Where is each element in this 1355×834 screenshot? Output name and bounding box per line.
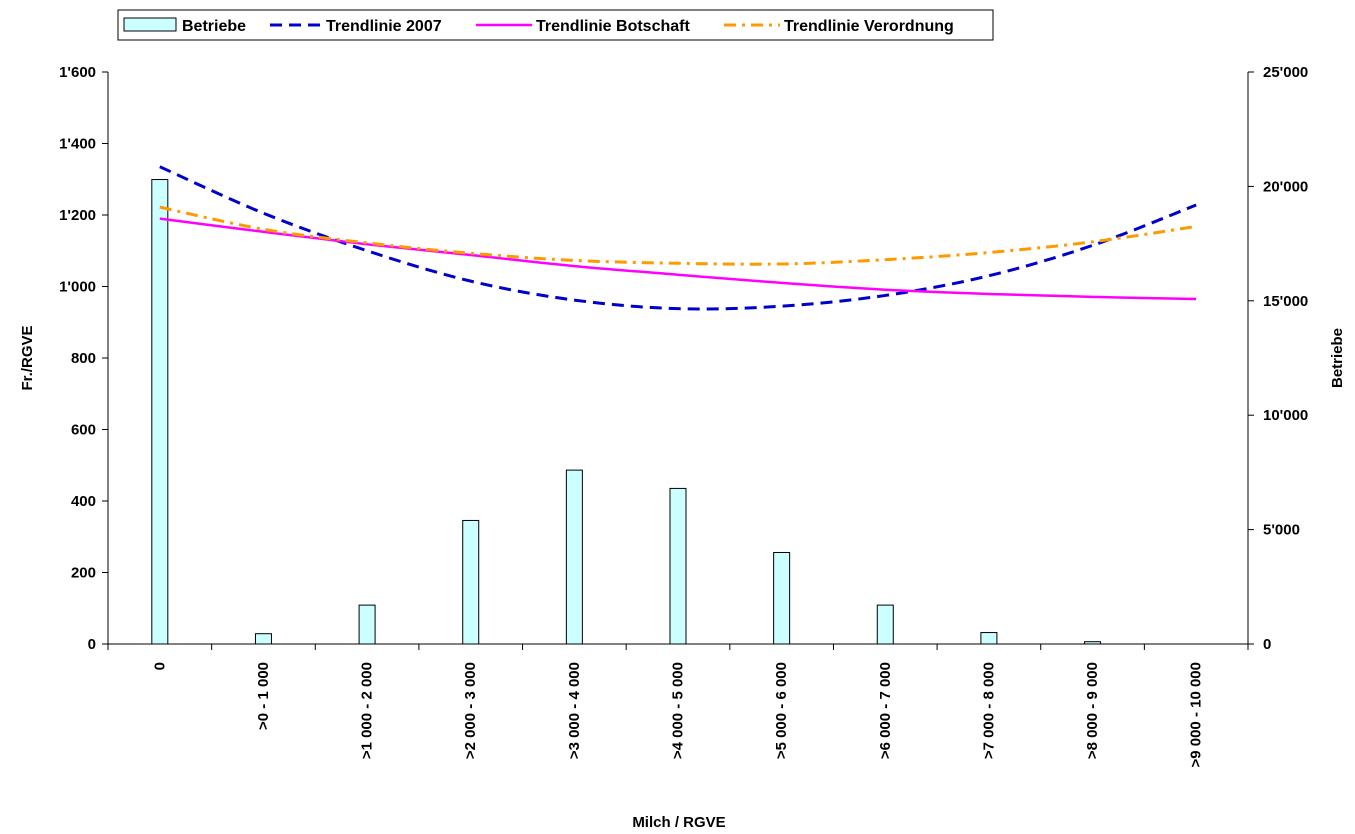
x-tick-label: >5 000 - 6 000 — [773, 662, 790, 759]
y-tick-label: 1'600 — [59, 64, 96, 81]
axis-labels: 0 200 400 600 800 1'000 1'200 1'400 1'600 0 5'000 1… — [59, 64, 1308, 768]
bar-betriebe — [151, 179, 169, 645]
y-tick-label: 1'000 — [59, 279, 96, 296]
bar-betriebe — [669, 487, 687, 645]
y-tick-label: 800 — [71, 350, 96, 367]
y-tick-label: 600 — [71, 422, 96, 439]
legend-label-trendlinie-2007: Trendlinie 2007 — [326, 18, 442, 35]
y2-tick-label: 0 — [1263, 636, 1271, 653]
x-tick-label: >4 000 - 5 000 — [670, 662, 687, 759]
y2-tick-label: 5'000 — [1263, 522, 1300, 539]
y-tick-label: 200 — [71, 565, 96, 582]
y-tick-label: 400 — [71, 493, 96, 510]
bar-betriebe — [462, 519, 480, 645]
line-trendlinie-verordnung — [159, 205, 1197, 266]
x-tick-label: >7 000 - 8 000 — [980, 662, 997, 759]
line-trendlinie-botschaft — [159, 217, 1197, 301]
y2-tick-label: 15'000 — [1263, 293, 1308, 310]
legend-label-trendlinie-botschaft: Trendlinie Botschaft — [536, 18, 690, 35]
y2-axis-title: Betriebe — [1329, 328, 1346, 388]
trend-lines — [159, 165, 1197, 311]
legend-label-betriebe: Betriebe — [182, 18, 246, 35]
x-tick-label: >8 000 - 9 000 — [1084, 662, 1101, 759]
bar-betriebe — [876, 604, 894, 645]
bar-betriebe — [565, 469, 583, 645]
bar-betriebe — [773, 551, 791, 645]
bar-betriebe — [980, 632, 998, 645]
legend-label-trendlinie-verordnung: Trendlinie Verordnung — [784, 18, 954, 35]
x-tick-label: >9 000 - 10 000 — [1188, 662, 1205, 768]
legend-swatch-betriebe — [123, 17, 177, 32]
y-tick-label: 1'200 — [59, 207, 96, 224]
bars — [151, 179, 1102, 645]
y-tick-label: 0 — [88, 636, 96, 653]
legend: Betriebe Trendlinie 2007 Trendlinie Bots… — [117, 9, 994, 41]
y2-tick-label: 20'000 — [1263, 178, 1308, 195]
bar-betriebe — [358, 604, 376, 645]
x-tick-label: >3 000 - 4 000 — [566, 662, 583, 759]
y2-tick-label: 10'000 — [1263, 407, 1308, 424]
bar-betriebe — [254, 633, 272, 645]
x-tick-label: >2 000 - 3 000 — [462, 662, 479, 759]
x-tick-label: 0 — [151, 662, 168, 670]
x-axis-title: Milch / RGVE — [632, 814, 725, 831]
x-tick-label: >1 000 - 2 000 — [359, 662, 376, 759]
bar-betriebe — [1084, 641, 1102, 645]
y2-tick-label: 25'000 — [1263, 64, 1308, 81]
x-tick-label: >6 000 - 7 000 — [877, 662, 894, 759]
x-tick-label: >0 - 1 000 — [255, 662, 272, 730]
y-tick-label: 1'400 — [59, 136, 96, 153]
y-axis-title: Fr./RGVE — [19, 325, 36, 390]
legend-box — [117, 9, 994, 41]
